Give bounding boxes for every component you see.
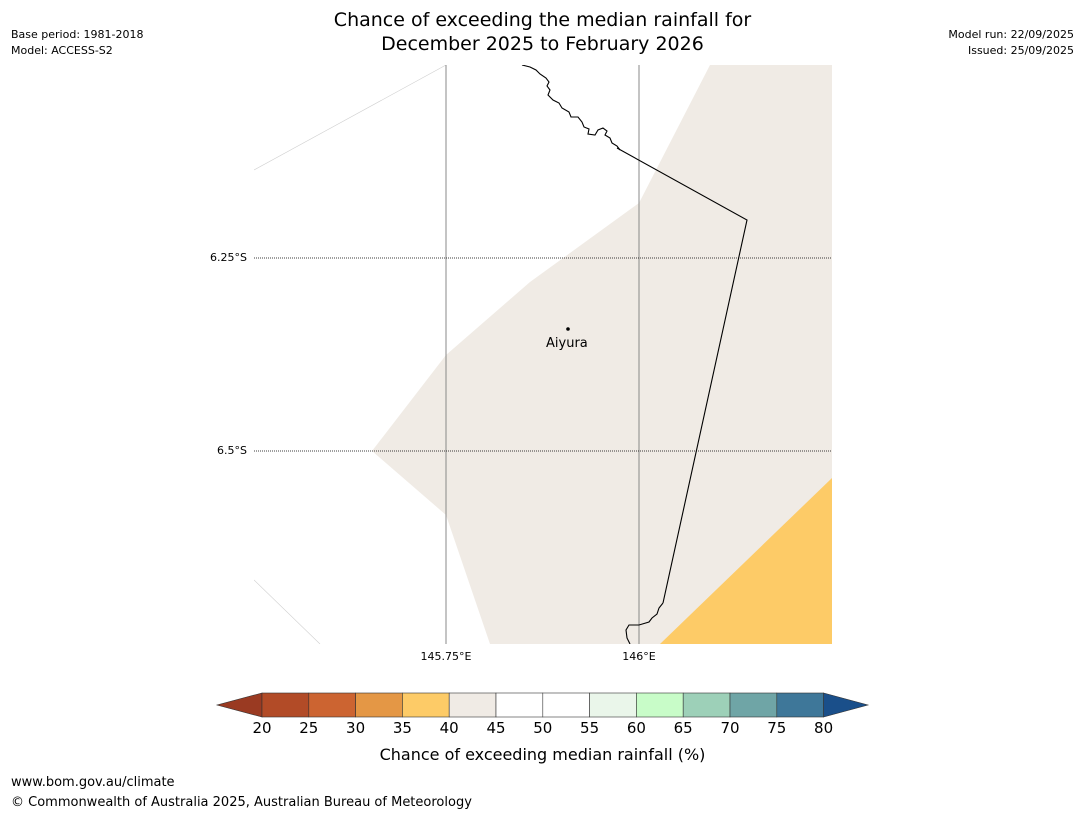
model-info: Base period: 1981-2018 Model: ACCESS-S2 <box>11 27 143 59</box>
colorbar-segment <box>355 692 403 718</box>
map-title: Chance of exceeding the median rainfall … <box>0 8 1085 56</box>
colorbar-tick-label: 20 <box>252 719 272 737</box>
colorbar-extend-low <box>215 692 263 718</box>
colorbar-segment <box>308 692 356 718</box>
colorbar-tick-label: 55 <box>580 719 600 737</box>
title-line-1: Chance of exceeding the median rainfall … <box>333 9 752 31</box>
colorbar-segment <box>636 692 684 718</box>
place-marker <box>566 327 570 331</box>
faint-boundary <box>254 579 321 644</box>
map-area <box>254 65 832 644</box>
colorbar-tick-label: 40 <box>439 719 459 737</box>
colorbar-tick-label: 45 <box>486 719 506 737</box>
colorbar-tick-label: 70 <box>720 719 740 737</box>
issued-date: Issued: 25/09/2025 <box>967 44 1074 57</box>
title-line-2: December 2025 to February 2026 <box>381 33 704 55</box>
border-line <box>616 147 748 604</box>
colorbar-tick-label: 65 <box>673 719 693 737</box>
colorbar-tick-label: 30 <box>346 719 366 737</box>
coastline-south <box>625 602 664 644</box>
colorbar-segment <box>542 692 590 718</box>
region-40-45 <box>372 65 832 644</box>
colorbar-tick-label: 75 <box>767 719 787 737</box>
latitude-label: 6.5°S <box>217 444 247 457</box>
coastline <box>521 65 621 151</box>
colorbar-title: Chance of exceeding median rainfall (%) <box>379 745 706 764</box>
colorbar-segment <box>776 692 824 718</box>
faint-boundary <box>254 65 447 171</box>
colorbar-segment <box>589 692 637 718</box>
colorbar-extend-high <box>823 692 870 718</box>
colorbar <box>215 692 870 718</box>
footer-copyright: © Commonwealth of Australia 2025, Austra… <box>11 795 472 810</box>
longitude-label: 146°E <box>622 650 656 663</box>
colorbar-segment <box>448 692 497 718</box>
colorbar-segment <box>402 692 450 718</box>
base-period: Base period: 1981-2018 <box>11 28 144 41</box>
footer-url: www.bom.gov.au/climate <box>11 775 175 790</box>
model-name: Model: ACCESS-S2 <box>11 44 113 57</box>
region-35-40 <box>660 478 832 644</box>
model-run-date: Model run: 22/09/2025 <box>948 28 1074 41</box>
colorbar-tick-label: 80 <box>814 719 834 737</box>
colorbar-tick-label: 35 <box>392 719 412 737</box>
latitude-label: 6.25°S <box>210 251 247 264</box>
run-info: Model run: 22/09/2025 Issued: 25/09/2025 <box>948 27 1074 59</box>
colorbar-segment <box>682 692 731 718</box>
colorbar-segment <box>729 692 778 718</box>
colorbar-segment <box>495 692 544 718</box>
longitude-label: 145.75°E <box>420 650 472 663</box>
colorbar-tick-label: 25 <box>299 719 319 737</box>
colorbar-segment <box>261 692 310 718</box>
colorbar-tick-label: 60 <box>626 719 646 737</box>
colorbar-tick-label: 50 <box>533 719 553 737</box>
place-label: Aiyura <box>546 336 588 351</box>
